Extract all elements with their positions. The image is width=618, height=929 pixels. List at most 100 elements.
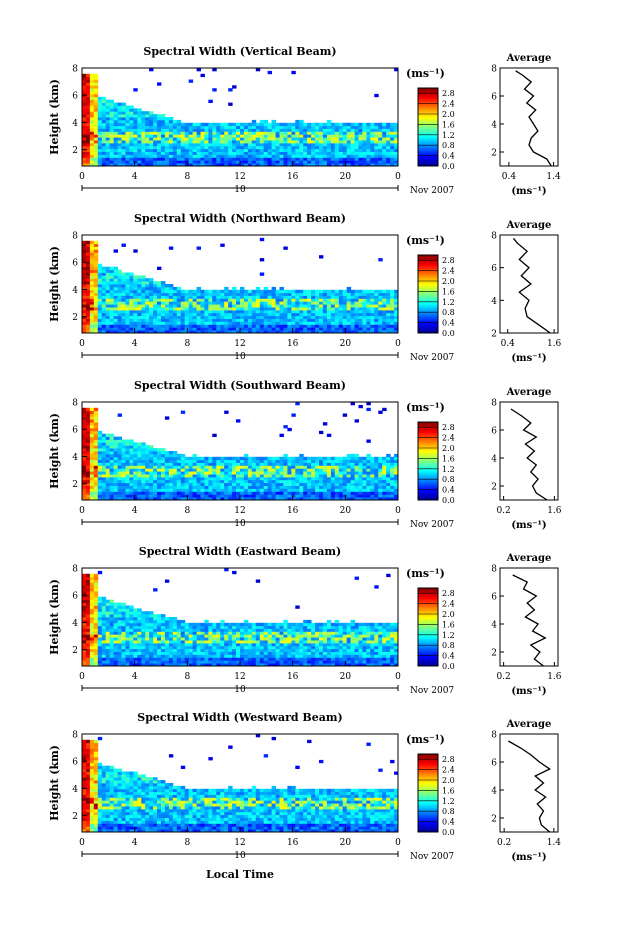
heatmap-cell	[303, 157, 308, 161]
heatmap-cell	[232, 151, 237, 155]
heatmap-cell	[307, 145, 312, 150]
heatmap-cell	[137, 663, 142, 667]
heatmap-cell	[232, 137, 237, 141]
heatmap-cell	[326, 148, 332, 152]
heatmap-cell	[378, 312, 383, 317]
heatmap-cell	[287, 324, 292, 328]
heatmap-cell	[149, 631, 154, 635]
heatmap-cell	[350, 309, 355, 314]
heatmap-cell	[322, 488, 328, 492]
heatmap-cell	[93, 105, 99, 109]
heatmap-cell	[240, 131, 245, 135]
heatmap-cell	[97, 140, 103, 144]
heatmap-cell	[212, 312, 217, 317]
heatmap-cell	[145, 324, 150, 328]
heatmap-cell	[342, 295, 348, 299]
heatmap-cell	[86, 634, 91, 638]
heatmap-cell	[200, 479, 205, 484]
heatmap-cell	[362, 456, 367, 461]
heatmap-cell	[176, 298, 182, 302]
heatmap-cell	[259, 476, 265, 481]
heatmap-cell	[200, 134, 205, 138]
colorbar-tick-label: 0.0	[442, 162, 455, 171]
heatmap-cell	[326, 301, 332, 305]
heatmap-cell	[86, 289, 91, 294]
heatmap-cell	[307, 157, 312, 161]
heatmap-cell	[204, 151, 209, 155]
heatmap-cell	[97, 114, 103, 118]
heatmap-cell	[180, 471, 186, 475]
heatmap-cell	[247, 315, 253, 319]
heatmap-cell	[386, 468, 391, 472]
heatmap-cell	[125, 453, 130, 458]
heatmap-cell	[89, 295, 95, 299]
heatmap-cell	[172, 327, 178, 331]
heatmap-cell	[89, 108, 95, 112]
heatmap-cell	[89, 102, 95, 106]
heatmap-cell	[89, 145, 95, 150]
heatmap-cell	[263, 134, 269, 138]
heatmap-cell	[157, 663, 162, 667]
heatmap-cell	[370, 471, 375, 475]
heatmap-cell	[291, 295, 296, 299]
heatmap-cell	[236, 307, 241, 311]
heatmap-cell	[89, 491, 95, 495]
heatmap-cell	[216, 142, 221, 147]
heatmap-cell	[311, 154, 316, 158]
heatmap-cell	[121, 663, 126, 667]
heatmap-cell	[338, 157, 344, 161]
heatmap-cell	[307, 128, 312, 132]
heatmap-cell	[109, 619, 114, 624]
date-suffix-label: Nov 2007	[410, 353, 454, 363]
heatmap-cell	[311, 289, 316, 294]
heatmap-cell	[113, 611, 118, 615]
heatmap-cell	[137, 145, 142, 150]
heatmap-cell	[271, 298, 276, 302]
heatmap-cell	[350, 485, 355, 489]
heatmap-cell	[200, 142, 205, 147]
heatmap-cell	[228, 122, 233, 127]
heatmap-cell	[129, 497, 134, 501]
panel-3: Spectral Width (Eastward Beam)Height (km…	[48, 545, 562, 697]
heatmap-cell	[291, 482, 296, 486]
heatmap-cell	[283, 312, 288, 317]
heatmap-cell	[101, 99, 107, 103]
heatmap-cell	[311, 298, 316, 302]
heatmap-cell	[89, 91, 95, 95]
heatmap-cell	[394, 312, 399, 317]
heatmap-cell	[307, 140, 312, 144]
heatmap-cell	[303, 324, 308, 328]
heatmap-cell	[240, 485, 245, 489]
heatmap-cell	[125, 657, 130, 661]
heatmap-cell	[109, 476, 114, 481]
heatmap-cell	[101, 476, 107, 481]
heatmap-cell	[164, 465, 170, 469]
heatmap-cell	[117, 462, 122, 466]
heatmap-cell	[113, 439, 118, 443]
heatmap-cell	[279, 479, 284, 484]
heatmap-cell	[208, 307, 213, 311]
heatmap-cell	[334, 151, 340, 155]
heatmap-cell	[374, 295, 379, 299]
heatmap-cell	[141, 148, 146, 152]
heatmap-cell	[97, 137, 103, 141]
heatmap-cell	[117, 637, 122, 641]
heatmap-cell	[346, 145, 352, 150]
heatmap-cell	[137, 315, 142, 319]
heatmap-cell	[354, 497, 359, 501]
heatmap-cell	[279, 125, 284, 129]
heatmap-cell	[82, 479, 87, 484]
heatmap-cell	[330, 295, 336, 299]
heatmap-cell	[220, 479, 225, 484]
heatmap-cell	[86, 625, 91, 629]
heatmap-cell	[89, 252, 95, 256]
heatmap-cell	[157, 631, 162, 635]
heatmap-cell	[291, 131, 296, 135]
heatmap-cell	[93, 419, 99, 423]
heatmap-cell	[315, 324, 320, 328]
heatmap-cell	[216, 327, 221, 331]
heatmap-cell	[315, 465, 320, 469]
average-y-tick-label: 4	[491, 455, 497, 465]
heatmap-cell	[247, 134, 253, 138]
heatmap-cell	[117, 445, 122, 449]
